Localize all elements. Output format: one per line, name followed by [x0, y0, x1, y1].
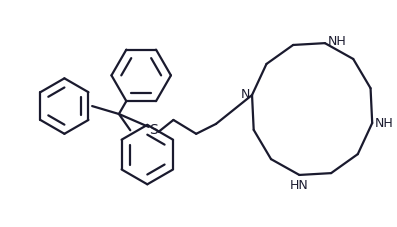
- Text: NH: NH: [328, 35, 347, 48]
- Text: NH: NH: [375, 116, 394, 130]
- Text: HN: HN: [290, 179, 309, 192]
- Text: S: S: [149, 123, 158, 137]
- Text: N: N: [241, 88, 250, 101]
